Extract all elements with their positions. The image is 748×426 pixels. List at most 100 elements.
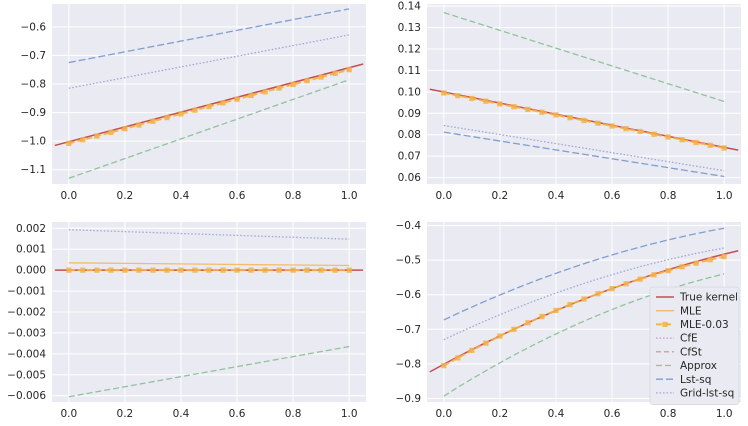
- mle-0-03-marker: [707, 257, 713, 263]
- panel-bottom-left: 0.0 0.2 0.4 0.6 0.8 1.0 −0.006 −0.005 −0.004 −0.0…: [7, 222, 366, 420]
- x-tick-label: 0.2: [117, 190, 134, 202]
- mle-0-03-marker: [234, 96, 240, 102]
- mle-0-03-marker: [80, 137, 86, 143]
- mle-0-03-marker: [192, 107, 198, 113]
- legend-entry-true-kernel: True kernel: [656, 292, 738, 304]
- series-layer: [429, 11, 739, 178]
- legend-entry-cfe: CfE: [656, 333, 698, 345]
- mle-0-03-marker: [66, 267, 72, 273]
- legend-label: CfSt: [680, 346, 702, 358]
- mle-0-03-marker: [304, 78, 310, 84]
- legend-entry-mle: MLE: [656, 305, 702, 317]
- legend-entry-cfst: CfSt: [656, 346, 702, 358]
- mle-0-03-marker: [609, 286, 615, 292]
- mle-0-03-marker: [623, 281, 629, 287]
- mle-0-03-marker: [150, 118, 156, 124]
- mle-0-03-marker: [721, 254, 727, 260]
- x-tick-label: 1.0: [716, 190, 733, 202]
- x-tick-label: 0.4: [548, 190, 565, 202]
- x-tick-label: 0.4: [173, 408, 190, 420]
- legend-label: MLE-0.03: [680, 319, 729, 331]
- mle-0-03-marker: [497, 101, 503, 107]
- panels-layer: 0.0 0.2 0.4 0.6 0.8 1.0 −1.1 −1.0 −0.9 −0.8 −0.7 −0…: [7, 1, 741, 420]
- legend-label: MLE: [680, 305, 702, 317]
- mle-0-03-marker: [483, 98, 489, 104]
- y-tick-label: 0.07: [398, 151, 421, 163]
- legend-entry-grid-lst-sq: Grid-lst-sq: [656, 388, 734, 400]
- legend-entry-lst-sq: Lst-sq: [656, 374, 711, 386]
- y-tick-label: −0.6: [21, 21, 47, 33]
- x-tick-label: 0.8: [660, 190, 677, 202]
- y-tick-label: −0.9: [396, 393, 422, 405]
- x-tick-label: 0.4: [548, 408, 565, 420]
- y-tick-label: −1.1: [21, 164, 47, 176]
- x-tick-label: 0.6: [604, 408, 621, 420]
- plot-area: [427, 4, 741, 184]
- x-tick-label: 1.0: [341, 408, 358, 420]
- mle-0-03-marker: [262, 267, 268, 273]
- y-tick-label: 0.000: [16, 265, 46, 277]
- legend-label: Grid-lst-sq: [680, 388, 734, 400]
- mle-0-03-marker: [164, 115, 170, 121]
- legend-label: Lst-sq: [680, 374, 711, 386]
- x-tick-label: 0.8: [285, 408, 302, 420]
- series-layer: [429, 227, 739, 397]
- x-tick-label: 0.6: [604, 190, 621, 202]
- y-tick-label: 0.09: [398, 108, 421, 120]
- y-tick-label: −0.004: [7, 348, 46, 360]
- series-line-mle: [68, 262, 350, 267]
- y-tick-label: −0.8: [21, 79, 47, 91]
- mle-0-03-marker: [220, 267, 226, 273]
- mle-0-03-marker: [248, 267, 254, 273]
- y-tick-label: 0.13: [398, 22, 421, 34]
- mle-0-03-marker: [122, 267, 128, 273]
- mle-0-03-marker: [651, 131, 657, 137]
- x-tick-label: 0.0: [60, 190, 77, 202]
- mle-0-03-marker: [290, 81, 296, 88]
- legend-entry-mle-0-03: MLE-0.03: [656, 319, 729, 331]
- mle-0-03-marker: [581, 117, 587, 124]
- mle-0-03-marker: [595, 120, 601, 126]
- mle-0-03-marker: [665, 134, 671, 140]
- mle-0-03-marker: [511, 326, 517, 332]
- series-line-approx: [68, 345, 350, 398]
- y-tick-label: −0.7: [21, 50, 47, 62]
- mle-0-03-marker: [567, 301, 573, 308]
- legend-marker: [662, 321, 668, 327]
- mle-0-03-marker: [192, 267, 198, 273]
- mle-0-03-marker: [693, 139, 699, 146]
- mle-0-03-marker: [553, 112, 559, 118]
- y-tick-label: −0.005: [7, 369, 46, 381]
- mle-0-03-marker: [623, 126, 629, 132]
- mle-0-03-marker: [693, 260, 699, 266]
- x-tick-label: 0.2: [492, 408, 509, 420]
- x-tick-label: 0.6: [229, 408, 246, 420]
- mle-0-03-marker: [206, 267, 212, 273]
- mle-0-03-marker: [525, 106, 531, 113]
- mle-0-03-marker: [609, 123, 615, 129]
- mle-0-03-marker: [707, 142, 713, 148]
- mle-0-03-marker: [206, 103, 212, 110]
- mle-0-03-marker: [455, 93, 461, 99]
- mle-0-03-marker: [94, 267, 100, 273]
- series-line-approx: [443, 273, 725, 397]
- x-tick-label: 0.8: [285, 190, 302, 202]
- mle-0-03-marker: [679, 264, 685, 270]
- y-tick-label: −0.7: [396, 324, 422, 336]
- series-line-approx: [68, 79, 350, 179]
- plot-area: [52, 4, 366, 184]
- legend-label: True kernel: [679, 292, 738, 304]
- y-tick-label: 0.002: [16, 223, 46, 235]
- y-tick-label: −0.5: [396, 255, 422, 267]
- mle-0-03-marker: [346, 67, 352, 73]
- mle-0-03-marker: [441, 363, 447, 369]
- mle-0-03-marker: [262, 89, 268, 95]
- series-line-grid-lst-sq: [68, 229, 350, 240]
- x-tick-label: 0.0: [435, 190, 452, 202]
- y-tick-label: −0.9: [21, 107, 47, 119]
- y-tick-label: 0.06: [398, 172, 422, 184]
- x-tick-label: 1.0: [716, 408, 733, 420]
- mle-0-03-marker: [66, 140, 72, 147]
- mle-0-03-marker: [539, 313, 545, 320]
